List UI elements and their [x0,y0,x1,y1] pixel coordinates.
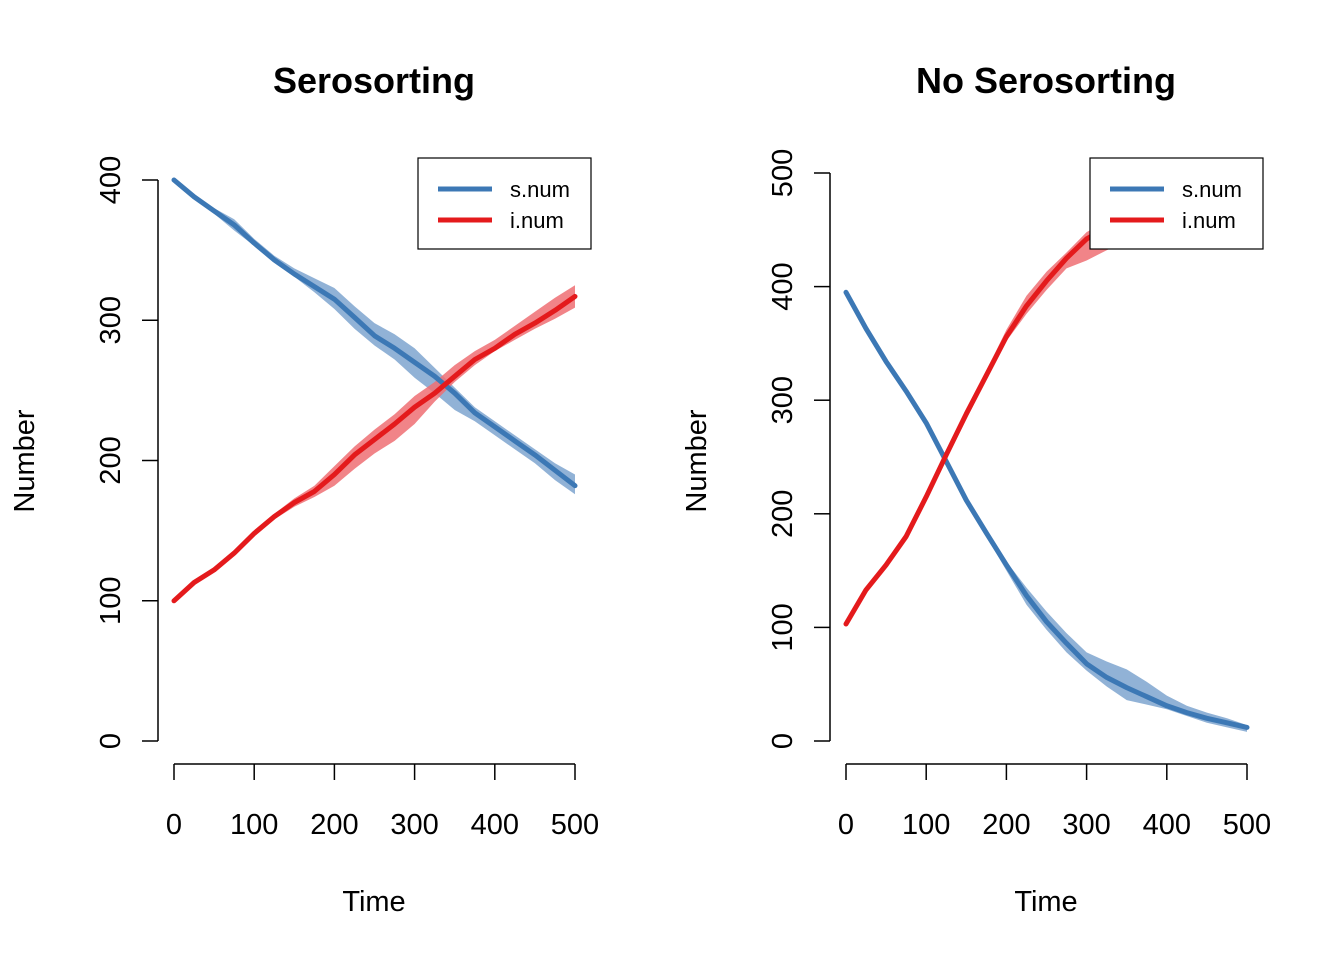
chart-title: No Serosorting [916,60,1176,101]
legend-box [417,157,592,250]
legend-label-s-num: s.num [510,177,570,202]
series-line-i-num [171,293,578,604]
y-tick-label: 300 [95,296,127,344]
x-axis-label: Time [342,886,405,918]
x-tick-label: 0 [838,809,854,841]
confidence-bands [846,177,1247,732]
y-axis-label: Number [681,409,713,512]
x-tick-label: 200 [982,809,1030,841]
y-axis: 0 100 200 300 400 500 [767,149,831,749]
x-tick-label: 400 [1143,809,1191,841]
y-tick-label: 100 [767,603,799,651]
series-line-i-num [843,181,1250,627]
x-tick-label: 100 [902,809,950,841]
y-tick-label: 300 [767,376,799,424]
y-axis-label: Number [9,409,41,512]
x-tick-label: 0 [166,809,182,841]
legend-label-s-num: s.num [1182,177,1242,202]
y-tick-label: 100 [95,577,127,625]
y-tick-label: 0 [95,733,127,749]
y-tick-label: 0 [767,733,799,749]
x-tick-label: 300 [390,809,438,841]
legend: s.num i.num [417,157,592,250]
y-tick-label: 400 [95,156,127,204]
legend-label-i-num: i.num [510,208,564,233]
y-axis: 0 100 200 300 400 [95,156,159,749]
x-tick-label: 400 [471,809,519,841]
y-tick-label: 200 [767,490,799,538]
legend-label-i-num: i.num [1182,208,1236,233]
chart-panel-serosorting: Serosorting Time Number 0 100 200 300 400 0 1… [9,60,599,918]
chart-title: Serosorting [273,60,475,101]
x-tick-label: 200 [310,809,358,841]
y-tick-label: 500 [767,149,799,197]
y-tick-label: 200 [95,436,127,484]
x-tick-label: 500 [1223,809,1271,841]
legend-box [1089,157,1264,250]
series-lines [843,181,1250,730]
x-axis: 0 100 200 300 400 500 [166,763,599,841]
band-i-num [174,285,575,601]
band-s-num [846,292,1247,732]
x-tick-label: 500 [551,809,599,841]
series-lines [171,177,578,604]
series-line-s-num [843,289,1250,730]
x-tick-label: 100 [230,809,278,841]
chart-panel-no-serosorting: No Serosorting Time Number 0 100 200 300 400… [681,60,1271,918]
x-axis: 0 100 200 300 400 500 [838,763,1271,841]
legend: s.num i.num [1089,157,1264,250]
x-tick-label: 300 [1062,809,1110,841]
y-tick-label: 400 [767,262,799,310]
x-axis-label: Time [1014,886,1077,918]
series-line-s-num [171,177,578,489]
